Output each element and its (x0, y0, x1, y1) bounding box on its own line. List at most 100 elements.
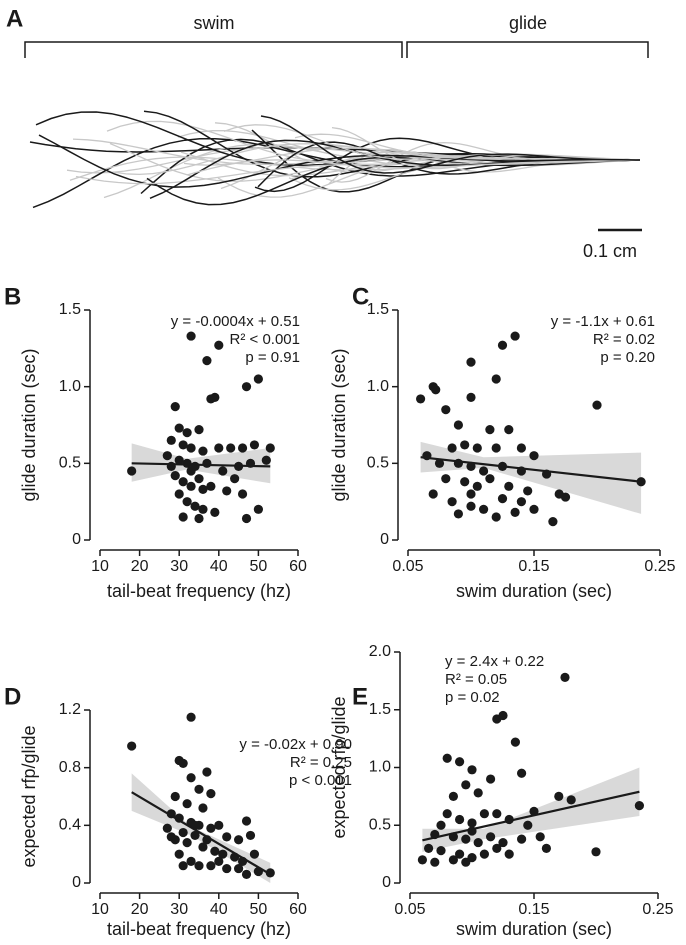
y-tick-label: 0 (380, 531, 389, 548)
data-point (174, 849, 184, 859)
data-point (202, 458, 212, 468)
data-point (249, 440, 260, 450)
data-point (466, 489, 476, 499)
data-point (186, 481, 196, 491)
data-point (510, 507, 520, 517)
data-point (174, 423, 184, 433)
data-point (492, 843, 502, 853)
data-point (504, 481, 514, 491)
data-point (241, 382, 252, 392)
midline (223, 124, 641, 161)
data-point (241, 513, 252, 524)
x-tick-label: 20 (131, 901, 149, 918)
confidence-band (422, 767, 640, 852)
data-point (261, 455, 271, 465)
data-point (461, 780, 471, 790)
scale-label: 0.1 cm (583, 241, 637, 261)
data-point (430, 857, 440, 867)
data-point (178, 758, 188, 768)
x-tick-label: 40 (210, 558, 228, 575)
data-point (541, 843, 552, 853)
x-tick-label: 0.05 (394, 901, 425, 918)
x-tick-label: 50 (250, 558, 268, 575)
data-point (517, 768, 527, 778)
y-tick-label: 0.4 (59, 817, 81, 834)
annotation: R² = 0.25 (290, 754, 352, 771)
data-point (190, 501, 200, 511)
y-tick-label: 1.0 (59, 378, 81, 395)
data-point (460, 440, 470, 450)
data-point (448, 855, 458, 865)
fit-line (131, 791, 271, 876)
data-point (206, 481, 216, 491)
data-point (467, 818, 477, 828)
x-tick-label: 40 (210, 901, 228, 918)
data-point (436, 846, 446, 856)
annotation: p < 0.001 (289, 772, 352, 789)
panel-label: A (6, 5, 23, 32)
x-axis-label: tail-beat frequency (hz) (107, 581, 291, 601)
data-point (591, 847, 601, 857)
data-point (186, 712, 196, 722)
data-point (222, 486, 232, 496)
data-point (498, 837, 508, 848)
data-point (265, 868, 275, 878)
data-point (554, 791, 564, 801)
annotation: y = -0.0004x + 0.51 (171, 313, 300, 330)
section-label: swim (194, 13, 235, 33)
data-point (504, 849, 514, 859)
data-point (491, 512, 501, 522)
data-point (194, 861, 204, 871)
data-point (182, 838, 192, 848)
x-tick-label: 10 (91, 558, 109, 575)
x-tick-label: 10 (91, 901, 109, 918)
annotation: p = 0.02 (445, 689, 500, 706)
data-point (455, 757, 465, 767)
data-point (194, 784, 204, 794)
data-point (198, 842, 208, 852)
y-axis-label: glide duration (sec) (329, 348, 349, 501)
fit-line (422, 790, 640, 842)
data-point (466, 501, 476, 511)
y-tick-label: 0.5 (367, 455, 389, 472)
data-point (486, 832, 496, 842)
data-point (466, 357, 476, 367)
data-point (214, 856, 224, 866)
data-point (442, 753, 452, 763)
data-point (166, 435, 176, 445)
annotation: R² = 0.05 (445, 671, 507, 688)
x-tick-label: 30 (170, 558, 188, 575)
data-point (241, 816, 252, 826)
annotation: y = -0.02x + 0.90 (239, 736, 352, 753)
data-point (566, 795, 576, 805)
fish-midlines (29, 110, 641, 209)
data-point (473, 837, 483, 848)
x-tick-label: 0.15 (518, 558, 549, 575)
data-point (455, 849, 465, 859)
data-point (491, 374, 501, 384)
data-point (166, 832, 176, 842)
data-point (206, 861, 216, 871)
data-point (178, 440, 188, 450)
midline (260, 115, 641, 174)
y-axis-label: glide duration (sec) (19, 348, 39, 501)
y-tick-label: 0 (72, 531, 81, 548)
data-point (523, 820, 533, 830)
x-axis-label: tail-beat frequency (hz) (107, 919, 291, 939)
data-point (486, 774, 496, 784)
data-point (249, 849, 260, 859)
data-point (253, 504, 263, 514)
data-point (237, 489, 248, 499)
data-point (210, 846, 220, 856)
data-point (198, 484, 208, 494)
data-point (241, 869, 252, 879)
data-point (497, 340, 508, 350)
data-point (431, 385, 441, 395)
data-point (517, 834, 527, 844)
data-point (498, 710, 508, 721)
data-point (529, 504, 539, 514)
data-point (178, 827, 188, 838)
x-tick-label: 0.15 (518, 901, 549, 918)
x-tick-label: 60 (289, 558, 307, 575)
